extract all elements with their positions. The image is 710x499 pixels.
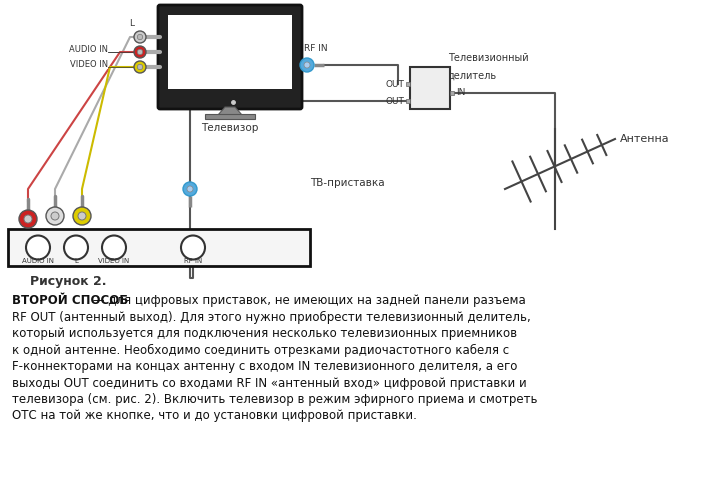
Circle shape xyxy=(24,215,32,223)
Text: AUDIO IN: AUDIO IN xyxy=(69,44,108,53)
Circle shape xyxy=(183,182,197,196)
FancyBboxPatch shape xyxy=(158,5,302,109)
Circle shape xyxy=(51,212,59,220)
Text: L: L xyxy=(129,19,134,28)
Bar xyxy=(8,229,310,266)
Text: к одной антенне. Необходимо соединить отрезками радиочастотного кабеля с: к одной антенне. Необходимо соединить от… xyxy=(12,343,509,357)
Text: F-коннекторами на концах антенну с входом IN телевизионного делителя, а его: F-коннекторами на концах антенну с входо… xyxy=(12,360,518,373)
Circle shape xyxy=(26,236,50,259)
Bar xyxy=(406,82,410,86)
Circle shape xyxy=(137,49,143,55)
Circle shape xyxy=(73,207,91,225)
Text: VIDEO IN: VIDEO IN xyxy=(99,258,130,264)
Polygon shape xyxy=(218,107,242,115)
Circle shape xyxy=(134,61,146,73)
Circle shape xyxy=(134,31,146,43)
Text: телевизора (см. рис. 2). Включить телевизор в режим эфирного приема и смотреть: телевизора (см. рис. 2). Включить телеви… xyxy=(12,393,537,406)
Text: L: L xyxy=(74,258,78,264)
Circle shape xyxy=(137,64,143,70)
Circle shape xyxy=(78,212,86,220)
Bar xyxy=(205,114,255,119)
Text: делитель: делитель xyxy=(448,71,497,81)
Circle shape xyxy=(46,207,64,225)
Text: Антенна: Антенна xyxy=(620,134,670,144)
Text: — для цифровых приставок, не имеющих на задней панели разъема: — для цифровых приставок, не имеющих на … xyxy=(89,294,525,307)
Text: IN: IN xyxy=(456,88,465,97)
Bar xyxy=(410,67,450,109)
Circle shape xyxy=(134,46,146,58)
Text: OUT: OUT xyxy=(385,96,404,105)
Text: RF IN: RF IN xyxy=(184,258,202,264)
Text: OUT: OUT xyxy=(385,79,404,88)
Circle shape xyxy=(137,34,143,40)
Text: ТВ-приставка: ТВ-приставка xyxy=(310,178,385,188)
Circle shape xyxy=(64,236,88,259)
Circle shape xyxy=(187,186,193,192)
Bar xyxy=(450,90,454,94)
Bar xyxy=(406,99,410,103)
Text: VIDEO IN: VIDEO IN xyxy=(70,59,108,68)
Circle shape xyxy=(181,236,205,259)
Bar xyxy=(168,15,292,89)
Circle shape xyxy=(304,62,310,68)
Text: Телевизионный: Телевизионный xyxy=(448,53,529,63)
Text: выходы OUT соединить со входами RF IN «антенный вход» цифровой приставки и: выходы OUT соединить со входами RF IN «а… xyxy=(12,377,527,390)
Text: Рисунок 2.: Рисунок 2. xyxy=(30,275,106,288)
Circle shape xyxy=(300,58,314,72)
Circle shape xyxy=(19,210,37,228)
Circle shape xyxy=(102,236,126,259)
Text: RF OUT (антенный выход). Для этого нужно приобрести телевизионный делитель,: RF OUT (антенный выход). Для этого нужно… xyxy=(12,310,531,323)
Text: Телевизор: Телевизор xyxy=(202,123,258,133)
Text: ВТОРОЙ СПОСОБ: ВТОРОЙ СПОСОБ xyxy=(12,294,129,307)
Text: ОТС на той же кнопке, что и до установки цифровой приставки.: ОТС на той же кнопке, что и до установки… xyxy=(12,410,417,423)
Text: AUDIO IN: AUDIO IN xyxy=(22,258,54,264)
Text: который используется для подключения несколько телевизионных приемников: который используется для подключения нес… xyxy=(12,327,517,340)
Text: RF IN: RF IN xyxy=(304,44,327,53)
